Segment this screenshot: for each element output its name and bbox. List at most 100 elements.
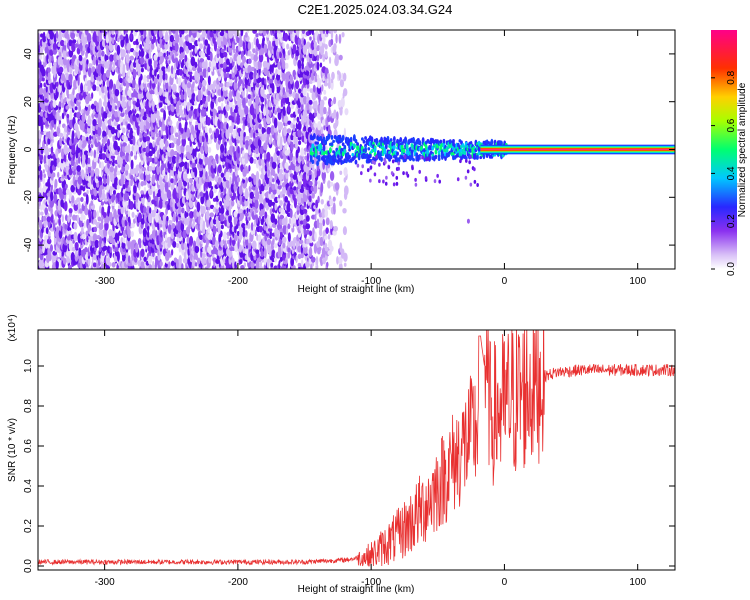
heatmap-cell (319, 145, 323, 149)
heatmap-cell (173, 67, 176, 79)
heatmap-cell (92, 262, 97, 268)
heatmap-cell (74, 43, 79, 48)
heatmap-cell (90, 103, 95, 110)
heatmap-cell (121, 152, 126, 157)
heatmap-cell (44, 234, 49, 240)
heatmap-cell (317, 157, 321, 162)
heatmap-cell (259, 261, 263, 267)
heatmap-cell (263, 43, 268, 54)
heatmap-cell (102, 131, 107, 137)
heatmap-cell (52, 61, 58, 67)
heatmap-cell (53, 193, 58, 204)
heatmap-cell (112, 61, 116, 69)
heatmap-cell (62, 92, 66, 100)
heatmap-cell (38, 32, 41, 42)
heatmap-cell (180, 30, 185, 35)
heatmap-cell (98, 222, 104, 231)
heatmap-cell (122, 118, 126, 126)
heatmap-cell (107, 205, 111, 211)
heatmap-cell (53, 131, 58, 137)
heatmap-cell (87, 67, 92, 78)
heatmap-cell (137, 67, 141, 78)
heatmap-cell (62, 257, 67, 265)
heatmap-cell (373, 147, 377, 153)
heatmap-cell (343, 252, 348, 262)
heatmap-cell (124, 163, 130, 171)
heatmap-cell (52, 100, 57, 108)
heatmap-cell (140, 106, 145, 117)
heatmap-cell (45, 227, 49, 235)
heatmap-cell (284, 162, 289, 170)
heatmap-cell (66, 30, 69, 39)
heatmap-cell (220, 192, 224, 199)
heatmap-cell (140, 193, 144, 199)
heatmap-cell (149, 79, 152, 89)
heatmap-cell (80, 197, 84, 203)
heatmap-cell (93, 55, 96, 66)
heatmap-cell (248, 164, 251, 172)
heatmap-cell (159, 140, 163, 146)
heatmap-cell (52, 30, 56, 33)
heatmap-cell (64, 223, 68, 230)
heatmap-cell (281, 186, 286, 195)
heatmap-cell (170, 149, 175, 158)
heatmap-cell (110, 155, 116, 160)
heatmap-cell (140, 55, 145, 65)
heatmap-cell (122, 216, 126, 221)
heatmap-cell (175, 215, 179, 223)
heatmap-cell (201, 30, 206, 38)
heatmap-cell (117, 130, 120, 139)
heatmap-cell (357, 155, 361, 159)
heatmap-cell (102, 211, 107, 219)
heatmap-cell (322, 145, 326, 151)
heatmap-cell (193, 86, 199, 92)
heatmap-cell (83, 220, 86, 229)
heatmap-cell (255, 83, 260, 88)
heatmap-cell (162, 169, 167, 177)
heatmap-cell (131, 211, 135, 218)
heatmap-cell (163, 109, 166, 121)
heatmap-cell (59, 30, 62, 40)
heatmap-cell (315, 255, 319, 267)
heatmap-cell (199, 132, 203, 137)
heatmap-cell (151, 209, 156, 218)
heatmap-cell (131, 239, 137, 244)
heatmap-cell (341, 134, 345, 141)
heatmap-cell (86, 136, 89, 142)
heatmap-cell (169, 34, 175, 43)
heatmap-cell (49, 244, 54, 252)
heatmap-cell (202, 220, 206, 230)
heatmap-cell (324, 44, 328, 50)
heatmap-cell (58, 116, 62, 121)
heatmap-cell (135, 62, 140, 69)
heatmap-cell (42, 87, 46, 96)
heatmap-cell (154, 151, 158, 157)
heatmap-cell (52, 80, 57, 90)
heatmap-cell (64, 214, 68, 221)
heatmap-cell (269, 134, 273, 142)
heatmap-cell (321, 84, 324, 92)
heatmap-cell (134, 30, 139, 33)
heatmap-cell (140, 248, 145, 258)
heatmap-cell (181, 207, 185, 214)
heatmap-cell (62, 57, 68, 66)
heatmap-cell (139, 173, 145, 180)
heatmap-cell (52, 172, 56, 178)
heatmap-cell (311, 30, 314, 36)
heatmap-cell (274, 203, 278, 211)
heatmap-cell (140, 30, 144, 36)
heatmap-cell (281, 71, 286, 82)
heatmap-cell (152, 140, 155, 148)
heatmap-cell (247, 222, 251, 230)
heatmap-cell (343, 88, 348, 97)
heatmap-cell (286, 128, 292, 134)
heatmap-cell (139, 132, 143, 139)
heatmap-cell (247, 94, 252, 100)
heatmap-cell (130, 174, 134, 180)
heatmap-cell (167, 65, 171, 73)
heatmap-cell (88, 208, 92, 219)
heatmap-cell (119, 115, 123, 123)
heatmap-cell (164, 234, 168, 241)
heatmap-cell (159, 261, 163, 267)
heatmap-cell (343, 262, 347, 267)
